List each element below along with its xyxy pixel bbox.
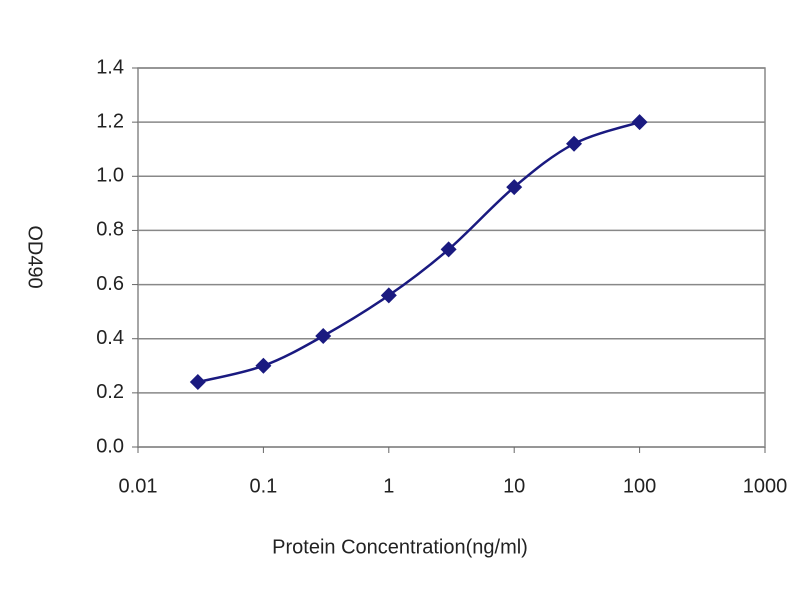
x-tick-label: 0.1 <box>249 475 277 497</box>
data-point <box>506 179 523 196</box>
y-tick-label: 0.0 <box>96 435 124 457</box>
y-tick-label: 1.4 <box>96 56 124 78</box>
x-tick-label: 1 <box>383 475 394 497</box>
x-tick-label: 10 <box>503 475 525 497</box>
y-axis-label: OD490 <box>24 225 46 288</box>
y-tick-label: 0.4 <box>96 327 124 349</box>
y-tick-label: 0.2 <box>96 381 124 403</box>
data-point <box>255 357 272 374</box>
data-line <box>197 120 640 384</box>
x-axis-label: Protein Concentration(ng/ml) <box>272 536 528 558</box>
y-tick-label: 0.6 <box>96 273 124 295</box>
data-point <box>189 374 206 391</box>
data-point <box>440 241 457 258</box>
data-point <box>566 135 583 152</box>
y-tick-label: 0.8 <box>96 219 124 241</box>
x-tick-label: 0.01 <box>119 475 158 497</box>
data-point <box>631 114 648 131</box>
plot-area <box>137 67 766 448</box>
y-tick-label: 1.0 <box>96 165 124 187</box>
data-point <box>380 287 397 304</box>
x-tick-label: 1000 <box>743 475 788 497</box>
data-point <box>315 328 332 345</box>
x-tick-label: 100 <box>623 475 656 497</box>
y-tick-label: 1.2 <box>96 110 124 132</box>
